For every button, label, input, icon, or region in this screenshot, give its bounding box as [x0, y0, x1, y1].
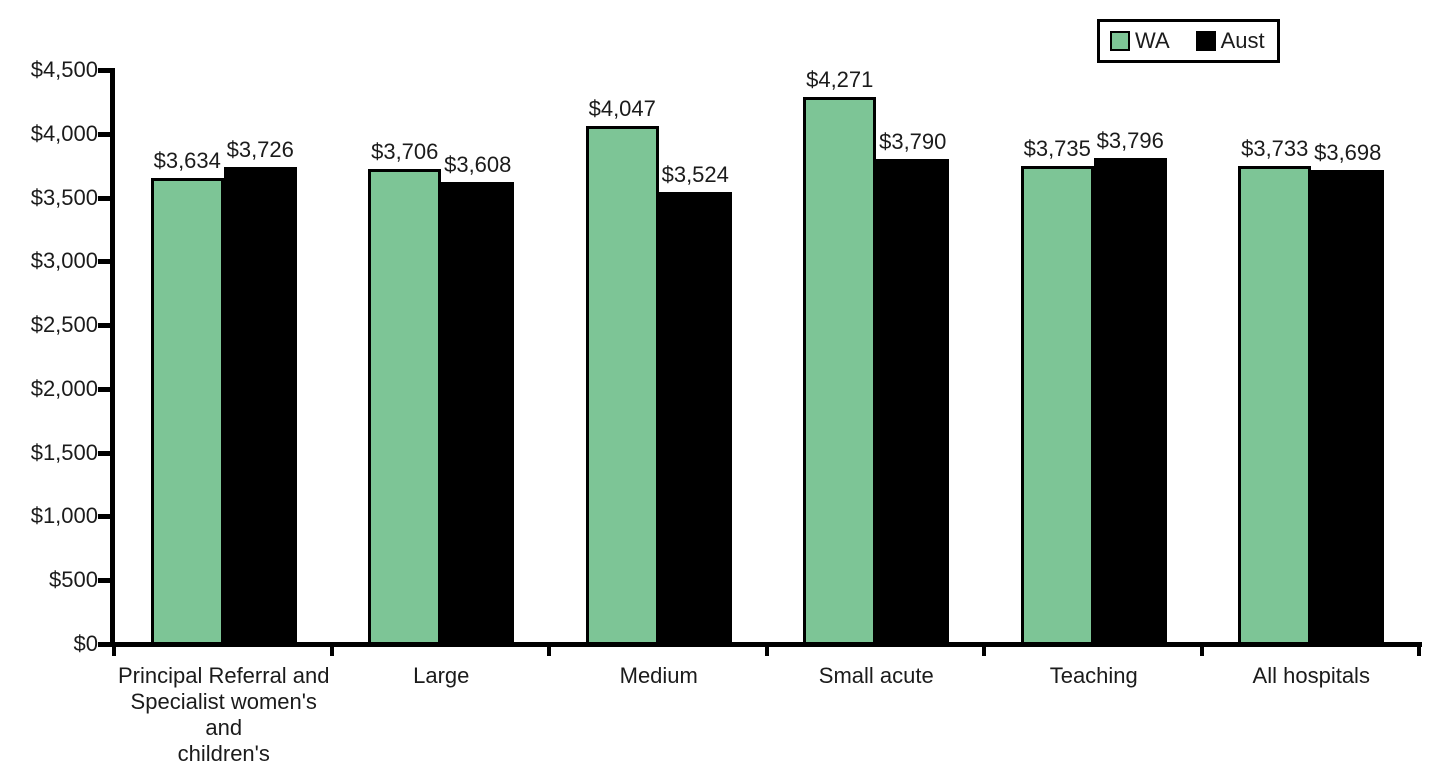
bar-column: $3,796 [1093, 128, 1167, 642]
aust-bar [658, 192, 732, 642]
y-tick [98, 514, 111, 520]
bar-value-label: $3,735 [1023, 136, 1091, 161]
bar-column: $3,634 [150, 148, 224, 642]
legend: WA Aust [1097, 19, 1280, 63]
y-tick [98, 642, 111, 647]
bar-column: $4,271 [803, 67, 877, 642]
bar-value-label: $3,524 [661, 162, 729, 187]
bar-value-label: $3,790 [879, 129, 947, 154]
bar-group: $3,634 $3,726 [115, 68, 333, 642]
bar-group: $3,706 $3,608 [333, 68, 551, 642]
category-label: Medium [619, 663, 698, 688]
bar-column: $3,524 [658, 162, 732, 642]
y-tick [98, 259, 111, 265]
bar-column: $3,608 [441, 152, 515, 642]
y-tick-label: $2,500 [30, 312, 98, 338]
bar-column: $3,790 [876, 129, 950, 642]
bar-group: $4,047 $3,524 [550, 68, 768, 642]
category-label: Small acute [818, 663, 934, 688]
y-tick [98, 131, 111, 137]
y-tick-label: $2,000 [30, 375, 98, 401]
bar-column: $3,706 [368, 139, 442, 642]
wa-bar [150, 178, 224, 642]
y-tick-label: $1,500 [30, 439, 98, 465]
y-tick [98, 450, 111, 456]
x-tick [1417, 647, 1421, 656]
y-tick [98, 323, 111, 329]
y-tick [98, 195, 111, 201]
x-tick [112, 647, 116, 656]
bar-value-label: $4,047 [588, 96, 656, 121]
bar-value-label: $3,706 [371, 139, 439, 164]
category-label: Principal Referral and Specialist women'… [117, 663, 330, 766]
aust-swatch-icon [1195, 31, 1216, 51]
category-label: Teaching [1049, 663, 1138, 688]
bar-column: $3,698 [1311, 140, 1385, 642]
bar-column: $3,733 [1238, 136, 1312, 642]
bar-column: $4,047 [585, 96, 659, 642]
bar-value-label: $3,733 [1241, 136, 1309, 161]
category-label: All hospitals [1252, 663, 1370, 688]
bar-value-label: $3,634 [153, 148, 221, 173]
wa-bar [1020, 166, 1094, 642]
bar-group: $3,733 $3,698 [1203, 68, 1421, 642]
aust-bar [223, 167, 297, 642]
y-axis-line [110, 68, 115, 647]
wa-bar [1238, 166, 1312, 642]
wa-swatch-icon [1110, 31, 1130, 51]
legend-item-aust: Aust [1195, 28, 1265, 53]
bar-value-label: $4,271 [806, 67, 874, 92]
bar-value-label: $3,726 [226, 137, 294, 162]
x-tick [329, 647, 334, 656]
aust-bar [1311, 170, 1385, 642]
category-labels: Principal Referral and Specialist women'… [115, 663, 1420, 767]
y-tick-label: $4,500 [30, 57, 98, 82]
y-tick-label: $3,000 [30, 248, 98, 274]
y-tick-label: $4,000 [30, 120, 98, 146]
wa-bar [368, 169, 442, 642]
bar-value-label: $3,608 [444, 152, 512, 177]
x-tick [1199, 647, 1204, 656]
bar-group: $3,735 $3,796 [985, 68, 1203, 642]
y-tick-label: $3,500 [30, 184, 98, 210]
category-label: Large [413, 663, 470, 688]
y-tick [98, 386, 111, 392]
bar-group: $4,271 $3,790 [768, 68, 986, 642]
legend-label-aust: Aust [1220, 28, 1265, 53]
legend-item-wa: WA [1110, 30, 1170, 52]
bar-value-label: $3,698 [1314, 140, 1382, 165]
y-tick [98, 68, 111, 73]
aust-bar [1093, 158, 1167, 642]
y-tick-label: $0 [73, 631, 98, 656]
wa-bar [585, 126, 659, 642]
aust-bar [876, 159, 950, 642]
y-tick [98, 578, 111, 584]
x-tick [764, 647, 769, 656]
bar-value-label: $3,796 [1096, 128, 1164, 153]
legend-label-wa: WA [1135, 28, 1170, 53]
aust-bar [441, 182, 515, 642]
x-axis-line [110, 642, 1422, 647]
bar-column: $3,726 [223, 137, 297, 642]
x-tick [547, 647, 551, 656]
bar-column: $3,735 [1020, 136, 1094, 642]
wa-bar [803, 97, 877, 642]
plot-area: $3,634 $3,726 $3,706 $3,608 $4,047 $3,524 $4,2… [115, 68, 1420, 642]
x-tick [982, 647, 986, 656]
y-tick-label: $500 [49, 567, 98, 593]
y-tick-label: $1,000 [30, 503, 98, 529]
